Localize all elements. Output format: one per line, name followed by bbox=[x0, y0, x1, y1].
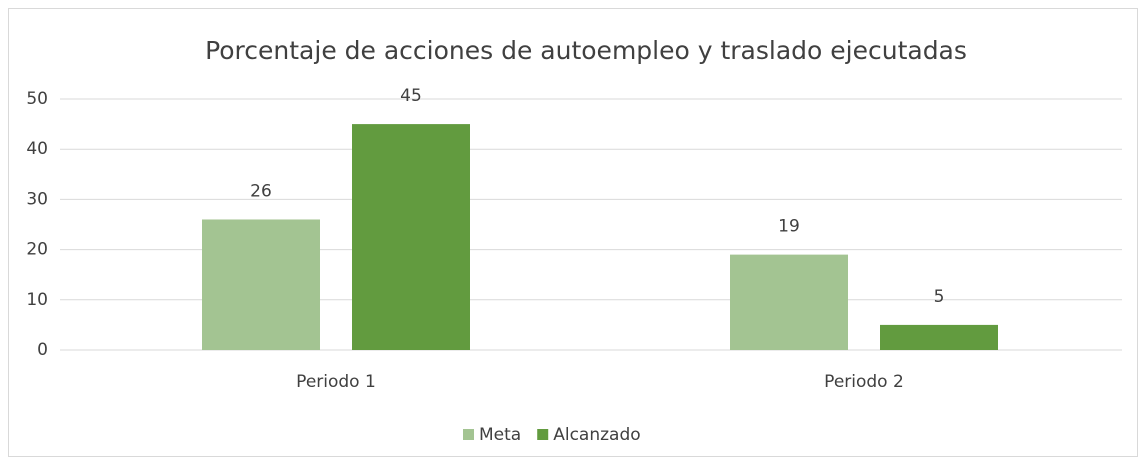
y-tick-label: 50 bbox=[26, 89, 48, 109]
x-tick-label: Periodo 1 bbox=[296, 372, 376, 392]
data-label: 19 bbox=[778, 217, 800, 237]
legend-label: Alcanzado bbox=[553, 425, 640, 445]
bar bbox=[730, 254, 848, 350]
data-label: 45 bbox=[400, 86, 422, 106]
y-tick-label: 30 bbox=[26, 189, 48, 209]
data-label: 26 bbox=[250, 181, 272, 201]
chart-border bbox=[8, 8, 1138, 457]
y-tick-label: 40 bbox=[26, 139, 48, 159]
legend-swatch bbox=[537, 429, 549, 440]
bar bbox=[880, 324, 998, 350]
y-tick-label: 0 bbox=[37, 340, 48, 360]
bar bbox=[202, 219, 320, 350]
x-tick-label: Periodo 2 bbox=[824, 372, 904, 392]
bar bbox=[352, 124, 470, 350]
y-tick-label: 10 bbox=[26, 290, 48, 310]
legend-swatch bbox=[463, 429, 474, 440]
data-label: 5 bbox=[934, 287, 945, 307]
legend-label: Meta bbox=[479, 425, 521, 445]
y-tick-label: 20 bbox=[26, 240, 48, 260]
chart-title: Porcentaje de acciones de autoempleo y t… bbox=[205, 36, 967, 65]
